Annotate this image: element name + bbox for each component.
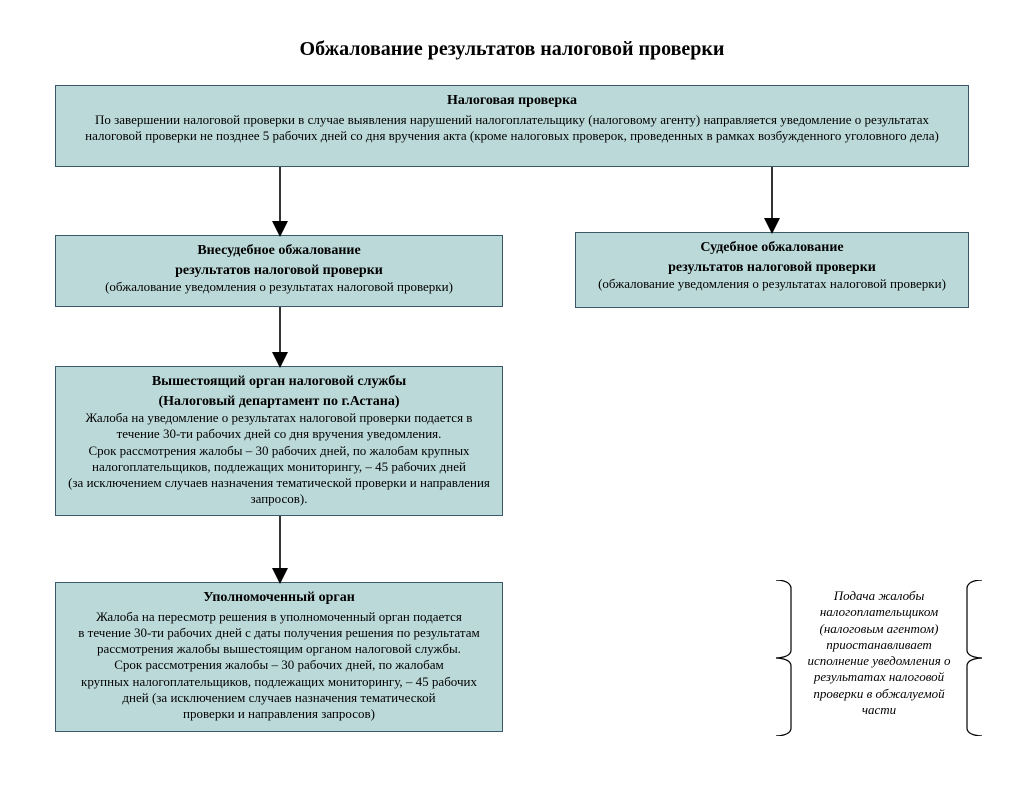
side-note: Подача жалобы налогоплательщиком (налого… [795, 588, 963, 718]
node-body: (обжалование уведомления о результатах н… [586, 276, 958, 292]
node-body: (обжалование уведомления о результатах н… [66, 279, 492, 295]
node-heading: Уполномоченный орган [66, 589, 492, 607]
node-body: Жалоба на уведомление о результатах нало… [66, 410, 492, 508]
page-title: Обжалование результатов налоговой провер… [0, 38, 1024, 61]
node-heading: Внесудебное обжалование [66, 242, 492, 260]
node-body: По завершении налоговой проверки в случа… [66, 112, 958, 145]
node-heading: Судебное обжалование [586, 239, 958, 257]
flow-node-extrajudicial-appeal: Внесудебное обжалование результатов нало… [55, 235, 503, 307]
node-subheading: результатов налоговой проверки [66, 262, 492, 280]
flow-node-judicial-appeal: Судебное обжалование результатов налогов… [575, 232, 969, 308]
node-subheading: (Налоговый департамент по г.Астана) [66, 393, 492, 411]
flow-node-authorized-body: Уполномоченный орган Жалоба на пересмотр… [55, 582, 503, 732]
node-heading: Налоговая проверка [66, 92, 958, 110]
node-heading: Вышестоящий орган налоговой службы [66, 373, 492, 391]
brace-right-icon [965, 580, 983, 736]
flow-node-tax-audit: Налоговая проверка По завершении налогов… [55, 85, 969, 167]
node-body: Жалоба на пересмотр решения в уполномоче… [66, 609, 492, 723]
brace-left-icon [775, 580, 793, 736]
node-subheading: результатов налоговой проверки [586, 259, 958, 277]
flow-node-higher-tax-authority: Вышестоящий орган налоговой службы (Нало… [55, 366, 503, 516]
